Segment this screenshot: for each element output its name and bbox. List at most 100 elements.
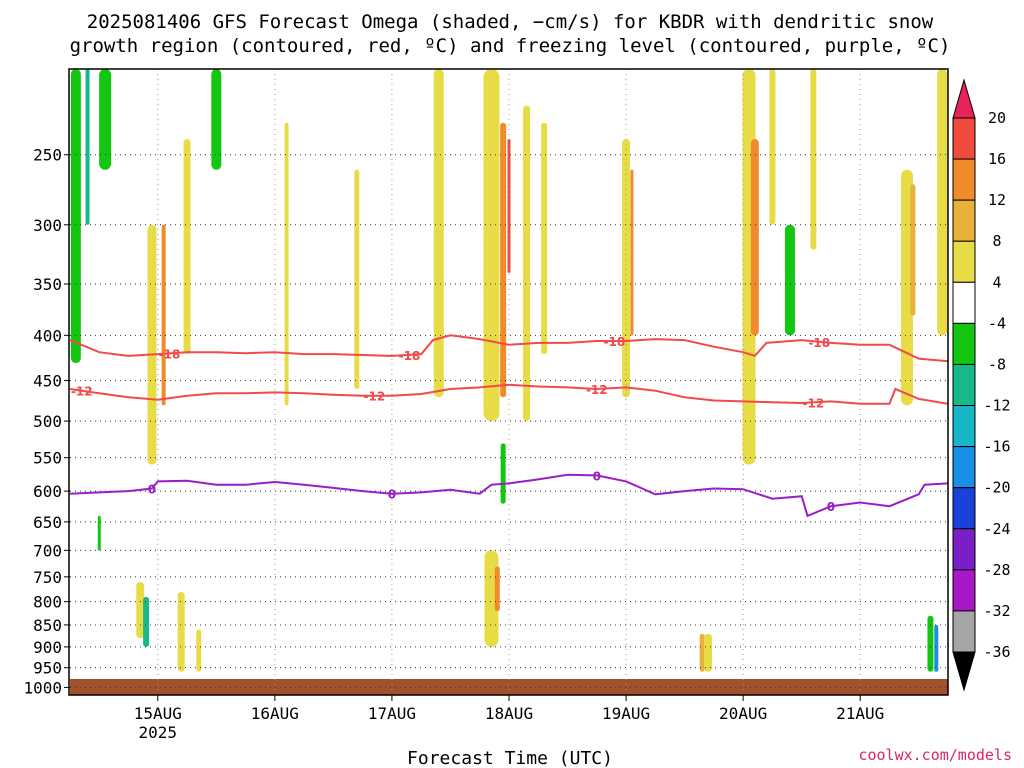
contour-label--12-2: -12 [586, 383, 608, 397]
omega-shade-14 [500, 122, 507, 398]
x-tick-label-19AUG: 19AUG [602, 704, 650, 723]
colorbar-max-arrow [952, 78, 976, 119]
omega-shade-16 [523, 105, 531, 422]
omega-shade-26 [810, 69, 817, 250]
colorbar-swatch-4 [952, 281, 976, 324]
x-tick-label-18AUG: 18AUG [485, 704, 533, 723]
colorbar-label-5: -4 [988, 314, 1006, 332]
colorbar-swatch-1 [952, 158, 976, 201]
colorbar-swatch-9 [952, 487, 976, 530]
omega-shade-11 [354, 169, 360, 390]
chart-title-line-1: 2025081406 GFS Forecast Omega (shaded, −… [87, 11, 934, 33]
y-tick-label-1000: 1000 [23, 678, 62, 697]
contour-line-0 [69, 473, 949, 518]
omega-shade-30 [937, 69, 948, 336]
x-tick-label-20AUG: 20AUG [719, 704, 767, 723]
omega-shade-13 [483, 69, 500, 422]
omega-shade-9 [211, 69, 222, 170]
contour-line--12 [69, 383, 949, 405]
omega-shade-32 [927, 615, 934, 672]
contour-label--18-2: -18 [604, 335, 626, 349]
colorbar-min-arrow [952, 651, 976, 692]
colorbar-swatch-11 [952, 569, 976, 612]
omega-shade-3 [147, 224, 157, 465]
colorbar-swatch-6 [952, 363, 976, 407]
omega-shade-7 [183, 139, 191, 355]
colorbar-label-3: 8 [992, 232, 1001, 250]
colorbar-swatch-0 [952, 117, 976, 160]
colorbar-label-1: 16 [988, 150, 1006, 168]
y-tick-label-750: 750 [33, 568, 62, 587]
y-tick-label-900: 900 [33, 638, 62, 657]
colorbar-swatch-8 [952, 446, 976, 489]
omega-shade-33 [699, 633, 705, 672]
contour-label-0-0: 0 [148, 483, 156, 497]
omega-shade-36 [196, 629, 202, 672]
x-axis-label: Forecast Time (UTC) [407, 748, 613, 768]
omega-shade-25 [784, 224, 795, 336]
contour-label--18-3: -18 [808, 336, 830, 350]
colorbar-legend: 20 16 12 8 4 -4 -8 -12 -16 -20 -24 -28 -32 -36 [952, 78, 1011, 692]
omega-shade-17 [500, 443, 506, 504]
colorbar-label-13: -36 [983, 643, 1010, 661]
colorbar-swatch-3 [952, 240, 976, 283]
colorbar-label-9: -20 [983, 479, 1010, 497]
y-tick-label-550: 550 [33, 449, 62, 468]
colorbar-swatch-7 [952, 405, 976, 448]
contour-label-0-2: 0 [593, 469, 601, 483]
x-tick-label-21AUG: 21AUG [836, 704, 884, 723]
omega-shade-12 [433, 69, 444, 398]
omega-shade-31 [934, 624, 939, 672]
colorbar-label-10: -24 [983, 520, 1010, 538]
colorbar-label-6: -8 [988, 355, 1006, 373]
y-tick-label-700: 700 [33, 541, 62, 560]
x-tick-label-16AUG: 16AUG [251, 704, 299, 723]
colorbar-label-7: -12 [983, 397, 1010, 415]
y-tick-label-500: 500 [33, 412, 62, 431]
colorbar-swatch-10 [952, 528, 976, 571]
omega-shade-29 [910, 184, 916, 316]
omega-shade-24 [750, 139, 759, 336]
y-tick-label-850: 850 [33, 616, 62, 635]
omega-shade-20 [541, 122, 548, 355]
contour-lines: -18 -18 -18 -18 -12 -12 -12 -12 0 0 0 0 [69, 334, 949, 518]
omega-shade-21 [622, 139, 631, 398]
y-tick-label-450: 450 [33, 372, 62, 391]
colorbar-label-12: -32 [983, 602, 1010, 620]
contour-label-0-3: 0 [827, 500, 835, 514]
omega-shade-5 [136, 581, 145, 639]
contour-label-0-1: 0 [388, 488, 396, 502]
colorbar-label-8: -16 [983, 438, 1010, 456]
omega-shade-8 [177, 591, 185, 672]
omega-shading [70, 69, 948, 672]
colorbar-label-4: 4 [992, 273, 1001, 291]
y-tick-label-600: 600 [33, 482, 62, 501]
x-tick-label-15AUG: 15AUG [134, 704, 182, 723]
y-tick-label-950: 950 [33, 659, 62, 678]
x-tick-label-17AUG: 17AUG [368, 704, 416, 723]
contour-line--18 [69, 334, 949, 363]
y-tick-label-650: 650 [33, 513, 62, 532]
colorbar-swatch-12 [952, 610, 976, 653]
y-tick-label-400: 400 [33, 326, 62, 345]
omega-shade-2 [99, 69, 112, 170]
contour-label--18-1: -18 [399, 349, 421, 363]
omega-shade-15 [507, 139, 511, 273]
omega-shade-34 [704, 633, 713, 672]
omega-shade-19 [494, 566, 500, 612]
colorbar-swatch-2 [952, 199, 976, 242]
omega-shade-22 [630, 169, 634, 336]
y-tick-label-300: 300 [33, 216, 62, 235]
omega-shade-0 [70, 69, 81, 364]
colorbar-label-2: 12 [988, 191, 1006, 209]
contour-label--12-1: -12 [364, 390, 386, 404]
contour-label--18-0: -18 [159, 347, 181, 361]
y-tick-label-250: 250 [33, 146, 62, 165]
omega-shade-10 [284, 122, 289, 406]
omega-shade-1 [85, 69, 90, 225]
omega-shade-6 [143, 596, 150, 647]
contour-label--12-3: -12 [803, 396, 825, 410]
y-tick-label-350: 350 [33, 275, 62, 294]
